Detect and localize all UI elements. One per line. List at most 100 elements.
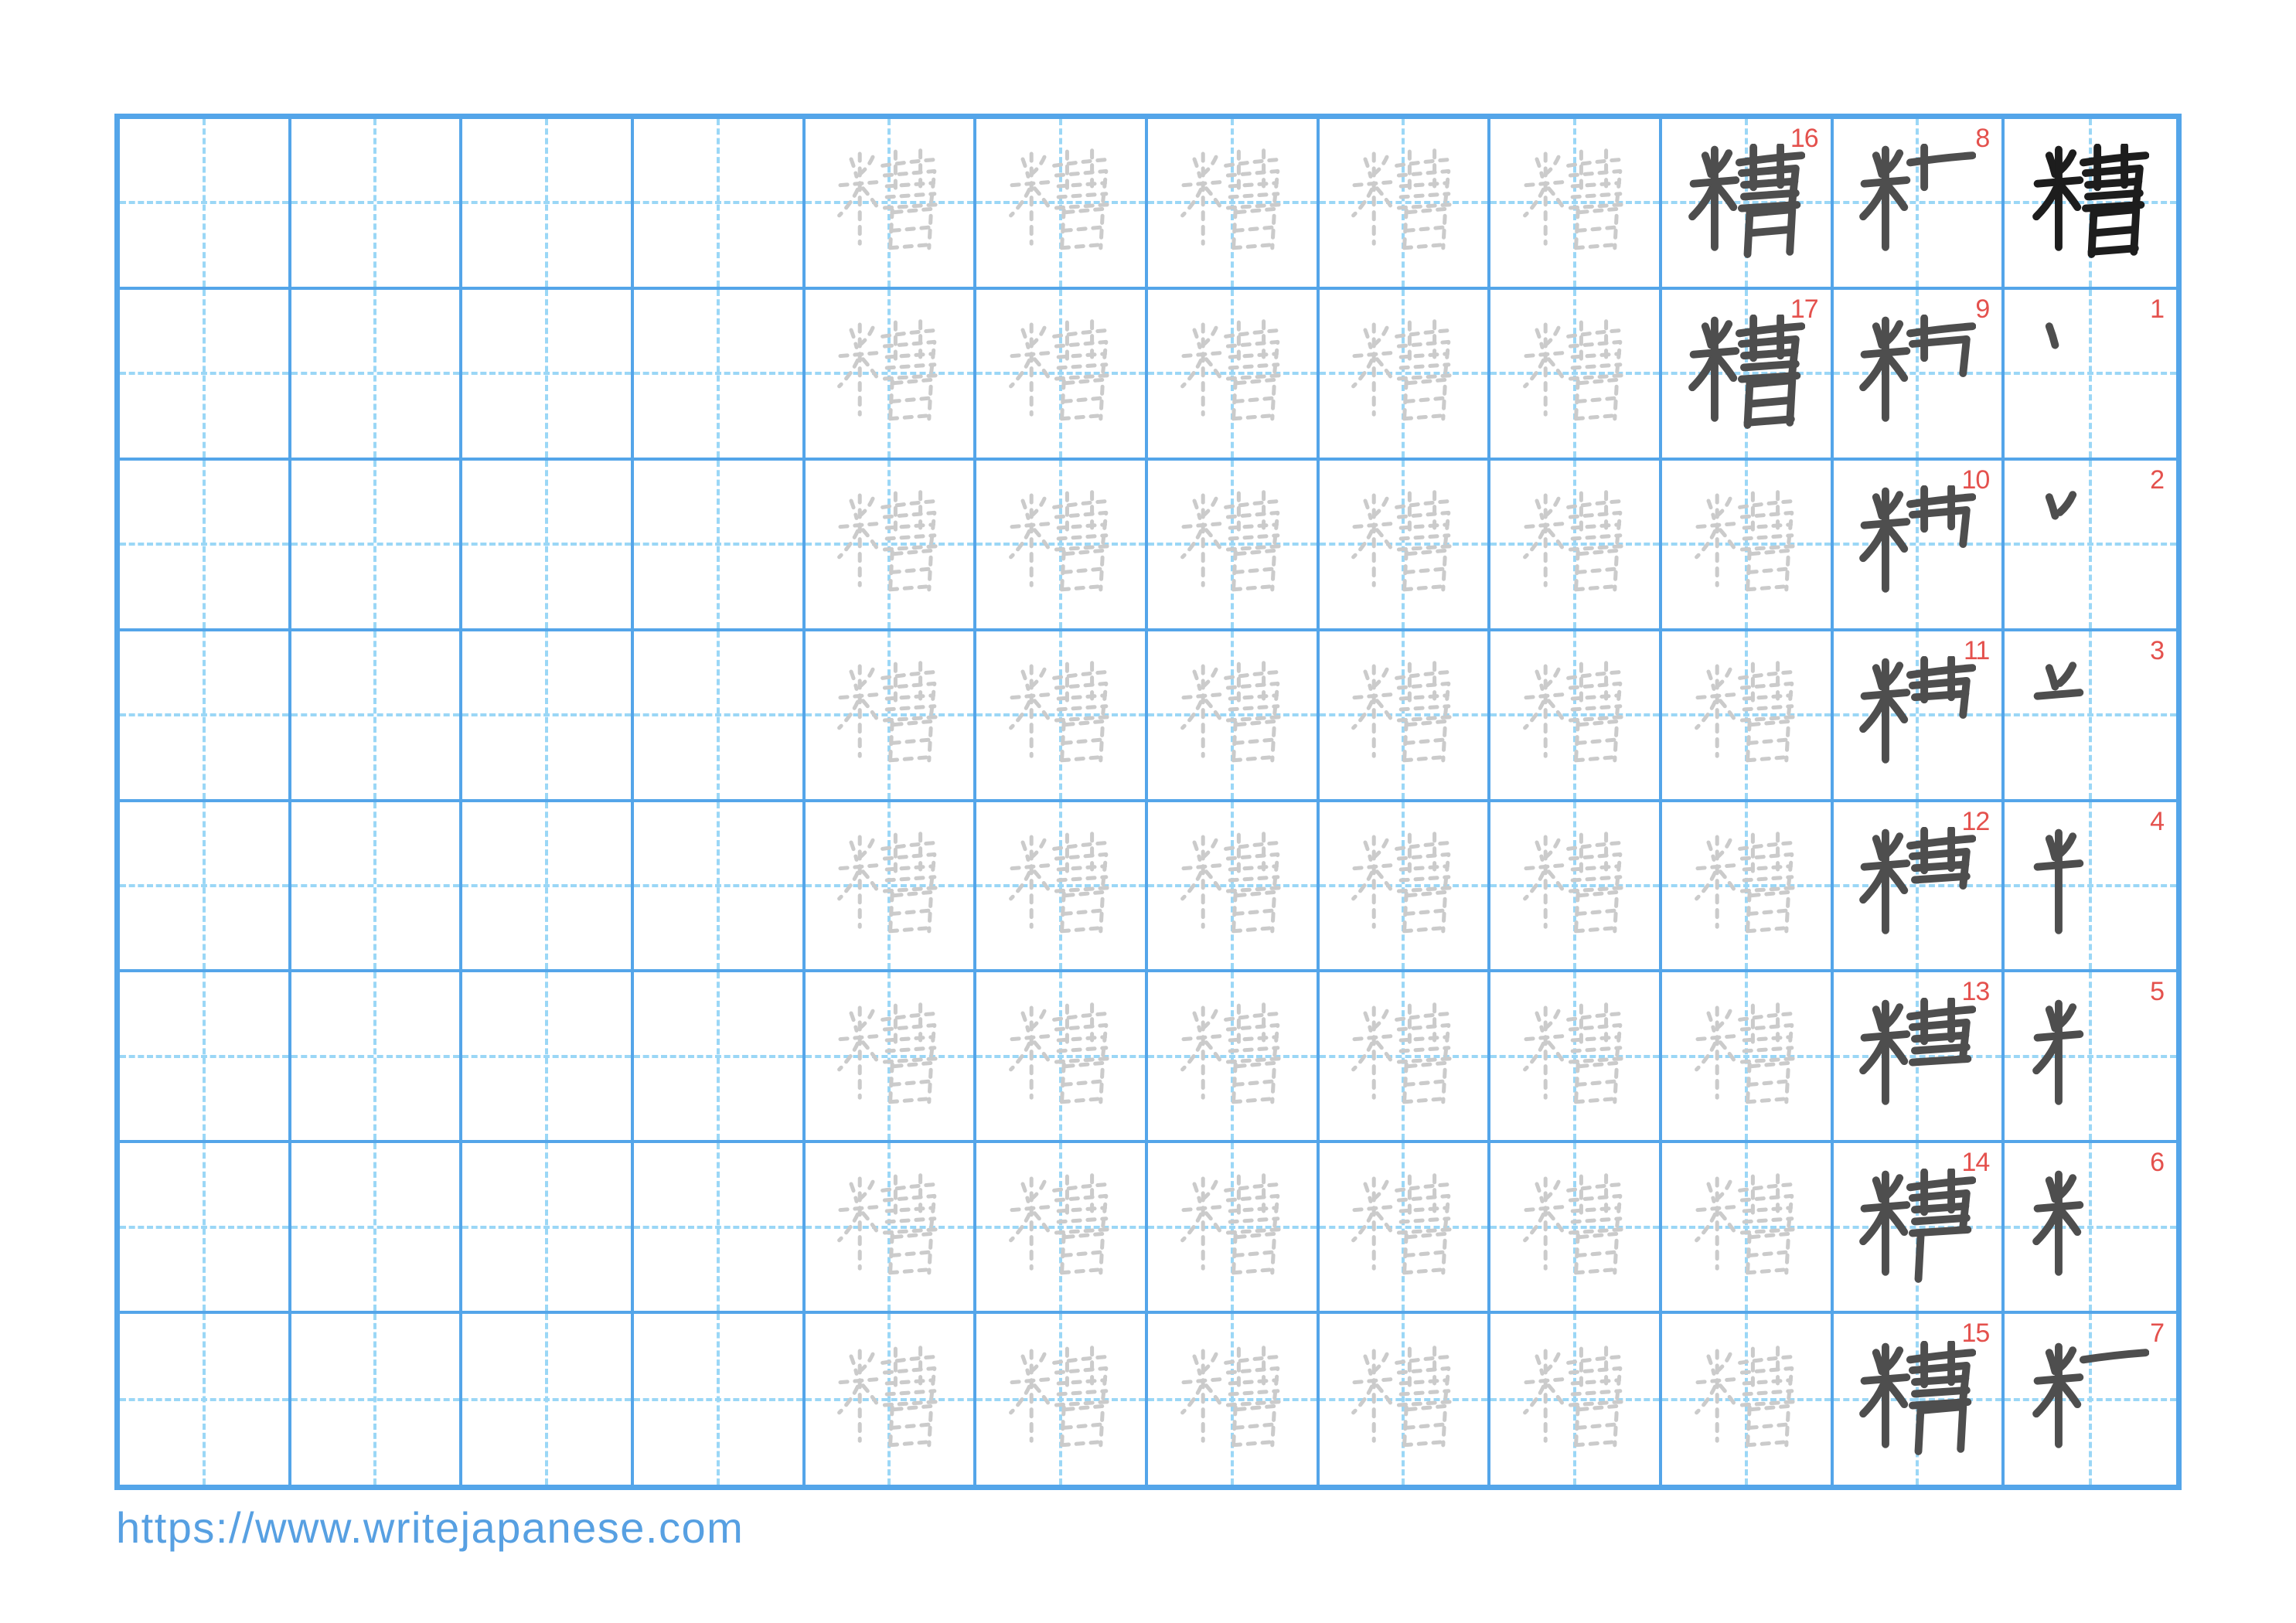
tracing-kanji-glyph — [1351, 319, 1456, 424]
tracing-kanji-glyph — [1694, 1002, 1800, 1106]
stroke-number-label: 9 — [1975, 294, 1990, 324]
tracing-kanji-cell — [1319, 801, 1491, 973]
tracing-kanji-cell — [1319, 1314, 1491, 1485]
practice-cell-empty — [120, 1314, 291, 1485]
practice-cell-empty — [634, 801, 806, 973]
practice-cell-empty — [120, 972, 291, 1144]
stroke-step-glyph — [2032, 999, 2084, 1105]
tracing-kanji-cell — [1319, 972, 1491, 1144]
tracing-kanji-glyph — [1351, 832, 1456, 936]
stroke-step-glyph — [1859, 1340, 1977, 1455]
tracing-kanji-cell — [1148, 289, 1320, 461]
practice-cell-empty — [462, 631, 634, 802]
stroke-step-glyph — [1859, 826, 1977, 934]
stroke-number-label: 16 — [1790, 124, 1819, 153]
stroke-step-glyph — [2046, 322, 2059, 349]
tracing-kanji-cell — [1319, 119, 1491, 290]
stroke-step-cell-9: 9 — [1833, 289, 2005, 461]
complete-kanji-cell — [2005, 119, 2176, 290]
stroke-step-cell-5: 5 — [2005, 972, 2176, 1144]
practice-cell-empty — [291, 801, 463, 973]
tracing-kanji-glyph — [1523, 490, 1628, 594]
tracing-kanji-glyph — [1523, 1345, 1628, 1449]
tracing-kanji-glyph — [1009, 1002, 1114, 1106]
tracing-kanji-cell — [976, 1314, 1148, 1485]
tracing-kanji-glyph — [1351, 1345, 1456, 1449]
tracing-kanji-glyph — [1523, 661, 1628, 765]
stroke-number-label: 4 — [2150, 806, 2165, 836]
tracing-kanji-cell — [805, 460, 977, 631]
stroke-step-glyph — [1859, 1168, 1977, 1283]
tracing-kanji-cell — [1319, 460, 1491, 631]
stroke-number-label: 1 — [2150, 294, 2165, 324]
tracing-kanji-glyph — [1180, 148, 1286, 253]
stroke-number-label: 15 — [1961, 1318, 1991, 1349]
stroke-number-label: 11 — [1964, 635, 1990, 665]
practice-cell-empty — [291, 972, 463, 1144]
tracing-kanji-glyph — [1351, 148, 1456, 253]
practice-cell-empty — [462, 460, 634, 631]
tracing-kanji-cell — [1490, 631, 1662, 802]
tracing-kanji-glyph — [837, 148, 942, 253]
tracing-kanji-cell — [1490, 801, 1662, 973]
stroke-step-cell-6: 6 — [2005, 1143, 2176, 1315]
tracing-kanji-cell — [1662, 631, 1834, 802]
stroke-step-cell-2: 2 — [2005, 460, 2176, 631]
practice-cell-empty — [634, 1314, 806, 1485]
tracing-kanji-cell — [805, 1143, 977, 1315]
tracing-kanji-glyph — [1009, 832, 1114, 936]
stroke-step-cell-16: 16 — [1662, 119, 1834, 290]
tracing-kanji-cell — [1490, 119, 1662, 290]
tracing-kanji-cell — [805, 1314, 977, 1485]
tracing-kanji-glyph — [1523, 319, 1628, 424]
tracing-kanji-cell — [976, 289, 1148, 461]
tracing-kanji-cell — [1148, 972, 1320, 1144]
stroke-step-cell-1: 1 — [2005, 289, 2176, 461]
stroke-step-glyph — [2033, 829, 2084, 934]
stroke-step-cell-3: 3 — [2005, 631, 2176, 802]
practice-cell-empty — [120, 801, 291, 973]
practice-cell-empty — [462, 119, 634, 290]
tracing-kanji-cell — [1490, 1143, 1662, 1315]
tracing-kanji-glyph — [1009, 1345, 1114, 1449]
tracing-kanji-glyph — [1523, 832, 1628, 936]
tracing-kanji-cell — [805, 972, 977, 1144]
tracing-kanji-glyph — [1351, 1002, 1456, 1106]
kanji-practice-grid: 16 8 17 9 1 10 2 11 3 12 4 13 5 14 6 15 7 — [114, 114, 2182, 1490]
tracing-kanji-cell — [1490, 460, 1662, 631]
tracing-kanji-cell — [1148, 631, 1320, 802]
stroke-step-glyph — [1859, 997, 1977, 1105]
tracing-kanji-glyph — [1009, 148, 1114, 253]
tracing-kanji-cell — [1490, 289, 1662, 461]
tracing-kanji-cell — [976, 631, 1148, 802]
tracing-kanji-cell — [1662, 1314, 1834, 1485]
tracing-kanji-cell — [1662, 1143, 1834, 1315]
tracing-kanji-glyph — [837, 319, 942, 424]
practice-cell-empty — [291, 119, 463, 290]
practice-cell-empty — [291, 460, 463, 631]
tracing-kanji-cell — [1662, 801, 1834, 973]
practice-cell-empty — [462, 289, 634, 461]
tracing-kanji-glyph — [1009, 319, 1114, 424]
practice-cell-empty — [634, 460, 806, 631]
tracing-kanji-cell — [1319, 1143, 1491, 1315]
stroke-number-label: 7 — [2150, 1318, 2165, 1349]
tracing-kanji-glyph — [1694, 832, 1800, 936]
tracing-kanji-glyph — [1694, 1172, 1800, 1277]
stroke-step-cell-17: 17 — [1662, 289, 1834, 461]
stroke-step-glyph — [1688, 315, 1805, 430]
stroke-step-cell-15: 15 — [1833, 1314, 2005, 1485]
practice-cell-empty — [120, 1143, 291, 1315]
stroke-step-cell-10: 10 — [1833, 460, 2005, 631]
tracing-kanji-cell — [805, 119, 977, 290]
tracing-kanji-glyph — [1694, 661, 1800, 765]
stroke-step-cell-11: 11 — [1833, 631, 2005, 802]
tracing-kanji-cell — [1662, 972, 1834, 1144]
tracing-kanji-glyph — [837, 1002, 942, 1106]
stroke-step-glyph — [2033, 662, 2084, 700]
practice-cell-empty — [634, 631, 806, 802]
practice-cell-empty — [634, 119, 806, 290]
practice-cell-empty — [462, 801, 634, 973]
stroke-number-label: 6 — [2150, 1148, 2165, 1178]
